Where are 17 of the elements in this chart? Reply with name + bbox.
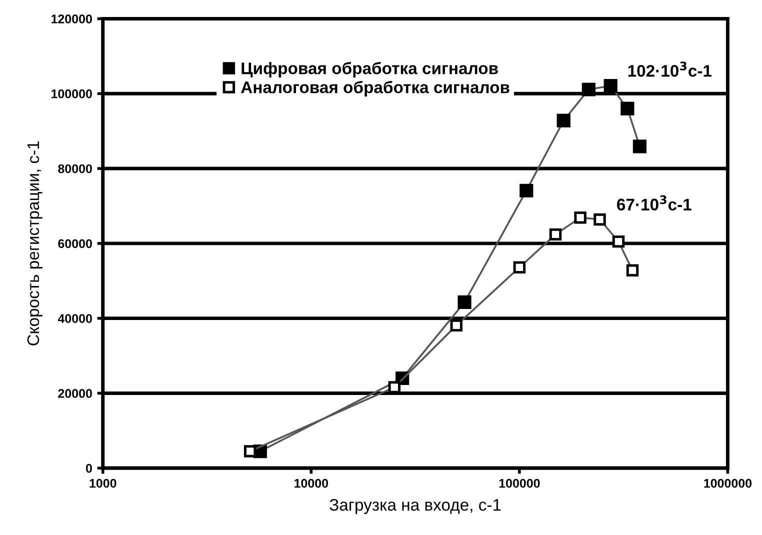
x-axis-title: Загрузка на входе, с-1 — [330, 498, 501, 514]
y-axis-title: Скорость регистрации, с-1 — [27, 141, 42, 346]
y-tick-label: 0 — [86, 464, 92, 473]
y-tick-label: 60000 — [58, 239, 92, 248]
annotation: 67·10$^{3}$с-1 — [617, 195, 692, 210]
y-tick-label: 80000 — [58, 164, 92, 174]
y-tick-label: 120000 — [52, 14, 92, 24]
legend-label: Цифровая обработка сигналов — [242, 62, 498, 78]
legend-label: Аналоговая обработка сигналов — [241, 80, 510, 97]
y-tick-label: 100000 — [52, 89, 92, 98]
x-tick-label: 1000 — [90, 478, 116, 488]
annotation: 102·10$^{3}$с-1 — [628, 62, 712, 77]
x-tick-label: 10000 — [294, 478, 328, 488]
y-tick-label: 20000 — [58, 389, 92, 398]
x-tick-label: 100000 — [499, 478, 540, 488]
x-tick-label: 1000000 — [704, 478, 752, 488]
y-tick-label: 40000 — [58, 314, 92, 323]
